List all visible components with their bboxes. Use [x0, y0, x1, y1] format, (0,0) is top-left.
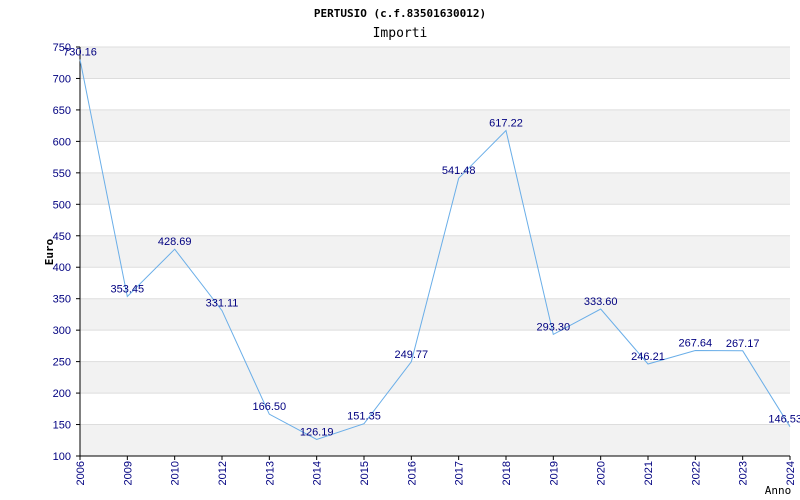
y-tick-label: 200: [53, 388, 71, 400]
x-tick-label: 2015: [359, 461, 371, 485]
series-line: [79, 59, 791, 441]
y-tick-label: 400: [53, 262, 71, 274]
grid-lines: [80, 46, 790, 457]
grid-band: [80, 361, 790, 394]
y-tick-label: 250: [53, 357, 71, 369]
x-tick-label: 2024: [785, 461, 797, 485]
data-labels: 730.16 353.45 428.69 331.11 166.50 126.19 151.…: [63, 46, 800, 438]
x-tick-label: 2021: [643, 461, 655, 485]
axes: [76, 46, 791, 460]
grid-band: [80, 424, 790, 456]
x-tick-label: 2016: [406, 461, 418, 485]
y-tick-label: 450: [53, 231, 71, 243]
y-tick-label: 550: [53, 168, 71, 180]
x-tick-label: 2022: [690, 461, 702, 485]
data-label: 151.35: [347, 411, 381, 423]
x-tick-label: 2019: [548, 461, 560, 485]
data-label: 166.50: [253, 401, 287, 413]
y-tick-label: 150: [53, 420, 71, 432]
x-tick-label: 2018: [501, 461, 513, 485]
x-tick-label: 2010: [170, 461, 182, 485]
grid-band: [80, 109, 790, 142]
data-label: 428.69: [158, 236, 192, 248]
grid-band: [80, 298, 790, 331]
data-label: 246.21: [631, 351, 665, 363]
x-tick-label: 2012: [217, 461, 229, 485]
y-tick-label: 500: [53, 199, 71, 211]
y-tick-label: 600: [53, 136, 71, 148]
grid-band: [80, 47, 790, 79]
data-label: 333.60: [584, 296, 618, 308]
grid-band: [80, 235, 790, 268]
chart-title: PERTUSIO (c.f.83501630012): [314, 7, 486, 20]
x-tick-label: 2009: [122, 461, 134, 485]
data-label: 126.19: [300, 427, 334, 439]
data-label: 353.45: [111, 284, 145, 296]
x-tick-labels: 2006 2009 2010 2012 2013 2014 2015 2016 2017 2018…: [75, 461, 797, 485]
data-label: 146.53: [768, 414, 800, 426]
y-tick-label: 300: [53, 325, 71, 337]
data-label: 249.77: [395, 349, 429, 361]
y-axis-label: Euro: [43, 238, 56, 265]
data-label: 617.22: [489, 118, 523, 130]
y-tick-label: 100: [53, 451, 71, 463]
data-label: 730.16: [63, 46, 97, 58]
data-label: 267.64: [679, 338, 713, 350]
grid-band: [80, 172, 790, 205]
x-tick-label: 2017: [454, 461, 466, 485]
grid-bands: [80, 47, 790, 456]
data-label: 541.48: [442, 165, 476, 177]
x-tick-label: 2013: [264, 461, 276, 485]
x-tick-label: 2023: [738, 461, 750, 485]
y-tick-label: 700: [53, 73, 71, 85]
y-tick-label: 350: [53, 294, 71, 306]
y-tick-label: 650: [53, 105, 71, 117]
x-tick-label: 2006: [75, 461, 87, 485]
x-tick-label: 2020: [596, 461, 608, 485]
x-tick-label: 2014: [312, 461, 324, 485]
y-tick-label: 750: [53, 42, 71, 54]
data-label: 267.17: [726, 338, 760, 350]
x-axis-label: Anno: [765, 484, 792, 497]
chart-subtitle: Importi: [373, 26, 428, 41]
y-tick-labels: 100 150 200 250 300 350 400 450 500 550 600 650 700 7…: [53, 42, 71, 463]
data-label: 293.30: [537, 321, 571, 333]
data-label: 331.11: [206, 298, 239, 310]
series-polyline: [79, 59, 791, 441]
